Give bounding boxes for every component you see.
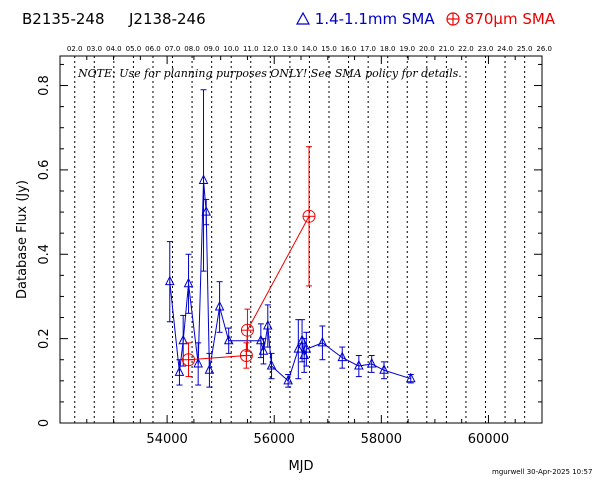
y-tick-label: 0 [37,419,52,427]
x-tick-label: 58000 [361,432,402,447]
data-point [198,174,209,184]
year-label: 20.0 [419,45,435,53]
year-label: 22.0 [458,45,474,53]
data-point [293,343,304,353]
data-point [366,357,377,368]
year-label: 14.0 [302,45,318,53]
year-label: 09.0 [204,45,220,53]
circle-plus-icon [446,12,460,26]
year-labels: 02.0 03.0 04.0 05.0 06.0 07.0 08.0 09.0 10.0 11.0… [67,45,552,53]
y-tick-label: 0.4 [37,244,52,265]
year-label: 16.0 [341,45,357,53]
source-name: B2135-248 [22,10,105,28]
y-tick-label: 0.8 [37,75,52,96]
year-label: 03.0 [86,45,102,53]
legend-blue-label: 1.4-1.1mm SMA [314,10,435,28]
y-tick-label: 0.2 [37,328,52,349]
series-blue [164,89,416,388]
data-point [301,343,312,353]
year-label: 05.0 [126,45,142,53]
triangle-icon [295,11,311,25]
year-label: 18.0 [380,45,396,53]
data-point [214,300,225,311]
series-layer [164,89,416,388]
year-label: 19.0 [399,45,415,53]
year-label: 13.0 [282,45,298,53]
year-label: 08.0 [184,45,200,53]
data-point [164,275,175,286]
year-label: 23.0 [478,45,494,53]
data-point [405,372,416,383]
data-point [258,345,269,355]
x-tick-label: 54000 [146,432,187,447]
data-point [239,349,253,363]
footer-credit: mgurwell 30-Apr-2025 10:57 [492,468,593,476]
year-label: 17.0 [360,45,376,53]
legend-red: 870µm SMA [446,10,555,28]
data-point [240,323,254,337]
data-point [201,205,212,216]
x-tick-label: 56000 [254,432,295,447]
x-axis-label: MJD [288,459,313,474]
data-point [302,209,316,223]
data-point [183,277,194,288]
year-label: 24.0 [497,45,513,53]
data-point [182,353,196,367]
data-point [266,359,277,370]
data-point [354,359,364,370]
legend-red-label: 870µm SMA [464,10,556,28]
data-point [174,366,185,376]
year-label: 21.0 [439,45,455,53]
y-axis-label: Database Flux (Jy) [15,180,30,299]
year-label: 10.0 [223,45,239,53]
data-point [204,364,215,374]
year-label: 07.0 [165,45,181,53]
data-point [178,334,188,345]
axis-ticks: 54000 56000 58000 60000 0 0.2 0.4 0.6 0.8 [37,56,543,447]
y-tick-label: 0.6 [37,160,52,181]
plot-frame [59,55,543,424]
data-point [223,334,234,345]
x-tick-label: 60000 [468,432,509,447]
year-label: 25.0 [517,45,533,53]
year-label: 02.0 [67,45,83,53]
alt-source-name: J2138-246 [129,10,206,28]
year-label: 06.0 [145,45,161,53]
data-point [283,374,293,385]
data-point [317,336,328,347]
year-label: 11.0 [243,45,259,53]
planning-note: NOTE: Use for planning purposes ONLY! Se… [78,67,462,80]
legend-blue: 1.4-1.1mm SMA [295,10,435,28]
data-point [262,319,273,330]
year-label: 12.0 [263,45,279,53]
year-label: 04.0 [106,45,122,53]
data-point [337,351,348,362]
year-label: 26.0 [536,45,552,53]
data-point [193,357,203,368]
data-point [256,334,266,345]
year-grid [74,56,526,423]
data-point [379,364,389,374]
series-red [182,146,316,378]
year-label: 15.0 [321,45,337,53]
